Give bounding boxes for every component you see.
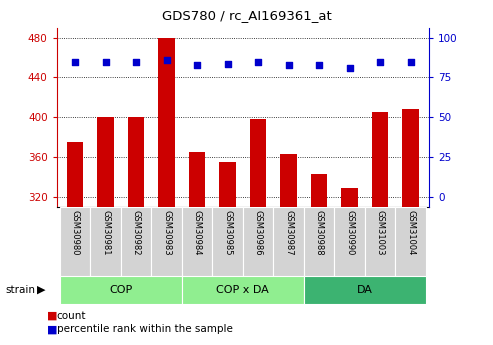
Bar [97,117,114,207]
Text: GSM30980: GSM30980 [70,210,79,256]
Text: GSM30985: GSM30985 [223,210,232,256]
Bar [395,207,426,276]
Bar [334,207,365,276]
Bar [249,119,266,207]
Text: GSM30988: GSM30988 [315,210,323,256]
Bar [341,188,358,207]
Text: ▶: ▶ [37,285,45,295]
Text: GSM30984: GSM30984 [193,210,202,256]
Text: ■: ■ [47,325,57,334]
Point [376,60,384,65]
Text: GSM30987: GSM30987 [284,210,293,256]
Text: GSM30981: GSM30981 [101,210,110,256]
Text: GDS780 / rc_AI169361_at: GDS780 / rc_AI169361_at [162,9,331,22]
Point [132,60,140,65]
Bar [402,109,419,207]
Text: GSM30986: GSM30986 [253,210,263,256]
Text: ■: ■ [47,311,57,321]
Text: GSM31004: GSM31004 [406,210,415,256]
Bar [182,207,212,276]
Text: DA: DA [357,285,373,295]
Point [407,60,415,65]
Bar [158,38,175,207]
Text: GSM31003: GSM31003 [376,210,385,256]
Point [284,63,292,68]
Point [102,60,109,65]
Bar [60,276,182,304]
Bar [304,207,334,276]
Bar [212,207,243,276]
Text: COP: COP [109,285,133,295]
Bar [128,117,144,207]
Bar [67,142,83,207]
Point [71,60,79,65]
Text: strain: strain [5,285,35,295]
Text: GSM30982: GSM30982 [132,210,141,256]
Point [163,58,171,63]
Bar [273,207,304,276]
Text: GSM30990: GSM30990 [345,210,354,256]
Bar [182,276,304,304]
Point [346,66,353,71]
Point [224,62,232,67]
Bar [243,207,273,276]
Point [315,63,323,68]
Bar [219,162,236,207]
Bar [90,207,121,276]
Point [193,63,201,68]
Bar [365,207,395,276]
Bar [189,152,206,207]
Bar [151,207,182,276]
Point [254,60,262,65]
Text: percentile rank within the sample: percentile rank within the sample [57,325,233,334]
Bar [372,112,388,207]
Text: GSM30983: GSM30983 [162,210,171,256]
Text: count: count [57,311,86,321]
Bar [60,207,90,276]
Bar [311,174,327,207]
Bar [280,154,297,207]
Bar [304,276,426,304]
Text: COP x DA: COP x DA [216,285,269,295]
Bar [121,207,151,276]
